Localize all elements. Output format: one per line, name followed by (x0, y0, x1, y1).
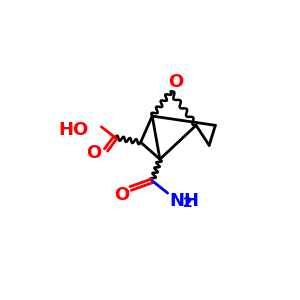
Text: HO: HO (58, 121, 88, 139)
Text: 2: 2 (183, 196, 193, 210)
Text: O: O (114, 186, 129, 204)
Text: NH: NH (169, 192, 199, 210)
Text: O: O (86, 144, 101, 162)
Text: O: O (168, 73, 183, 91)
